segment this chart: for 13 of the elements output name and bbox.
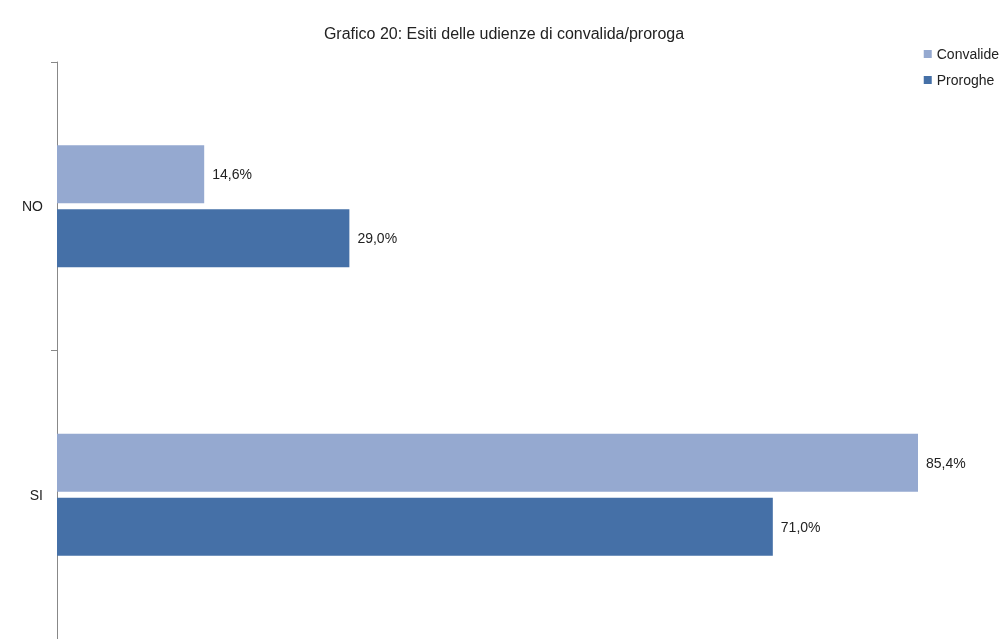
y-tick-label: NO	[22, 198, 44, 215]
bar	[57, 497, 773, 556]
y-tick-label: SI	[29, 486, 43, 503]
bar	[57, 433, 918, 492]
bar	[57, 145, 205, 204]
legend-label: Proroghe	[936, 72, 995, 88]
bar	[57, 209, 350, 268]
data-label: 14,6%	[212, 166, 252, 183]
legend-label: Convalide	[936, 46, 1000, 62]
data-label: 29,0%	[357, 230, 398, 247]
data-label: 85,4%	[926, 454, 966, 471]
chart-title: Grafico 20: Esiti delle udienze di convalida/proroga	[323, 24, 685, 42]
data-label: 71,0%	[780, 518, 821, 535]
